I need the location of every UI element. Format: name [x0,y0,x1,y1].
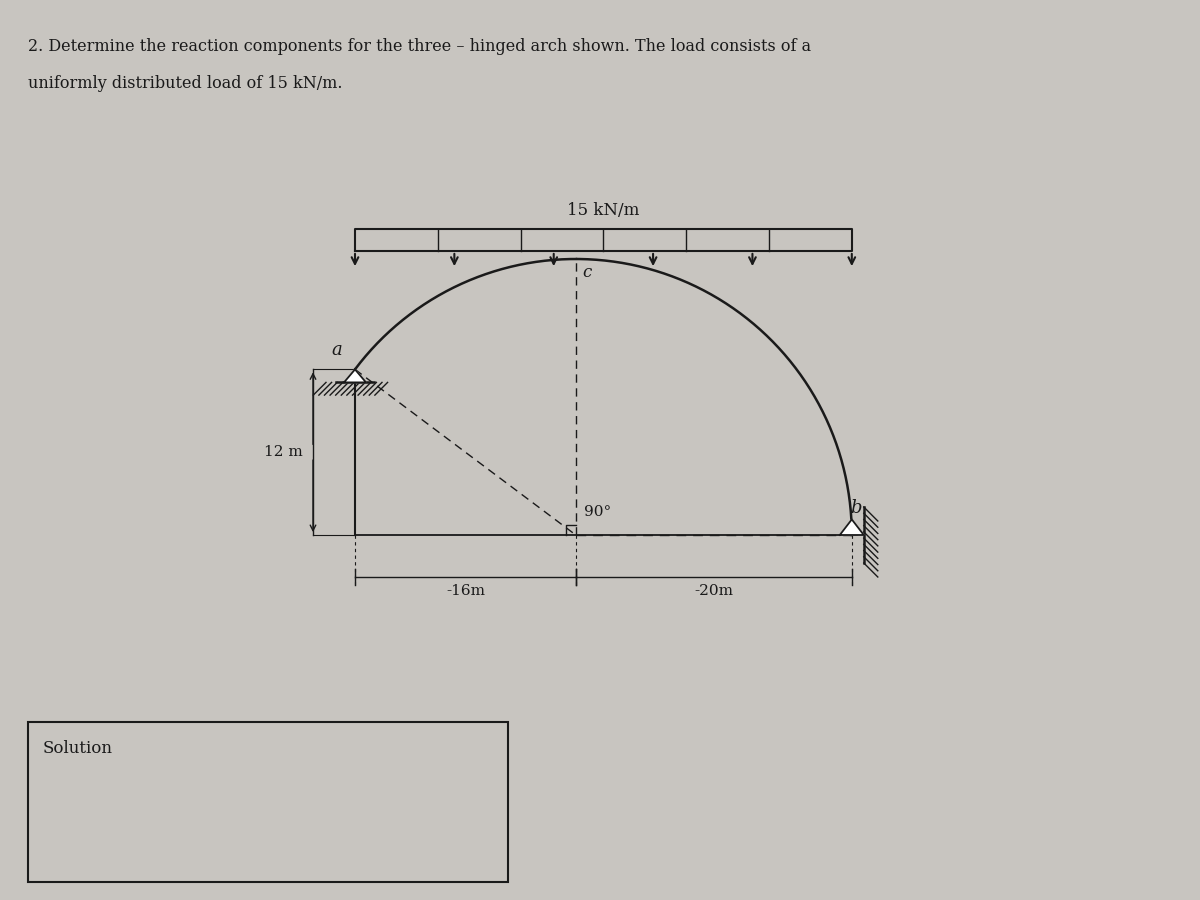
Text: uniformly distributed load of 15 kN/m.: uniformly distributed load of 15 kN/m. [28,75,342,92]
Text: a: a [331,341,342,359]
Text: 15 kN/m: 15 kN/m [568,202,640,219]
Text: -16m: -16m [446,584,485,598]
Text: Solution: Solution [43,740,113,757]
Text: 90°: 90° [583,505,611,519]
Polygon shape [840,519,864,535]
Text: -20m: -20m [695,584,733,598]
Polygon shape [344,369,366,382]
Text: 2. Determine the reaction components for the three – hinged arch shown. The load: 2. Determine the reaction components for… [28,38,811,55]
Text: 12 m: 12 m [264,446,302,459]
Text: c: c [582,264,592,281]
Text: b: b [850,499,862,517]
FancyBboxPatch shape [28,722,508,882]
